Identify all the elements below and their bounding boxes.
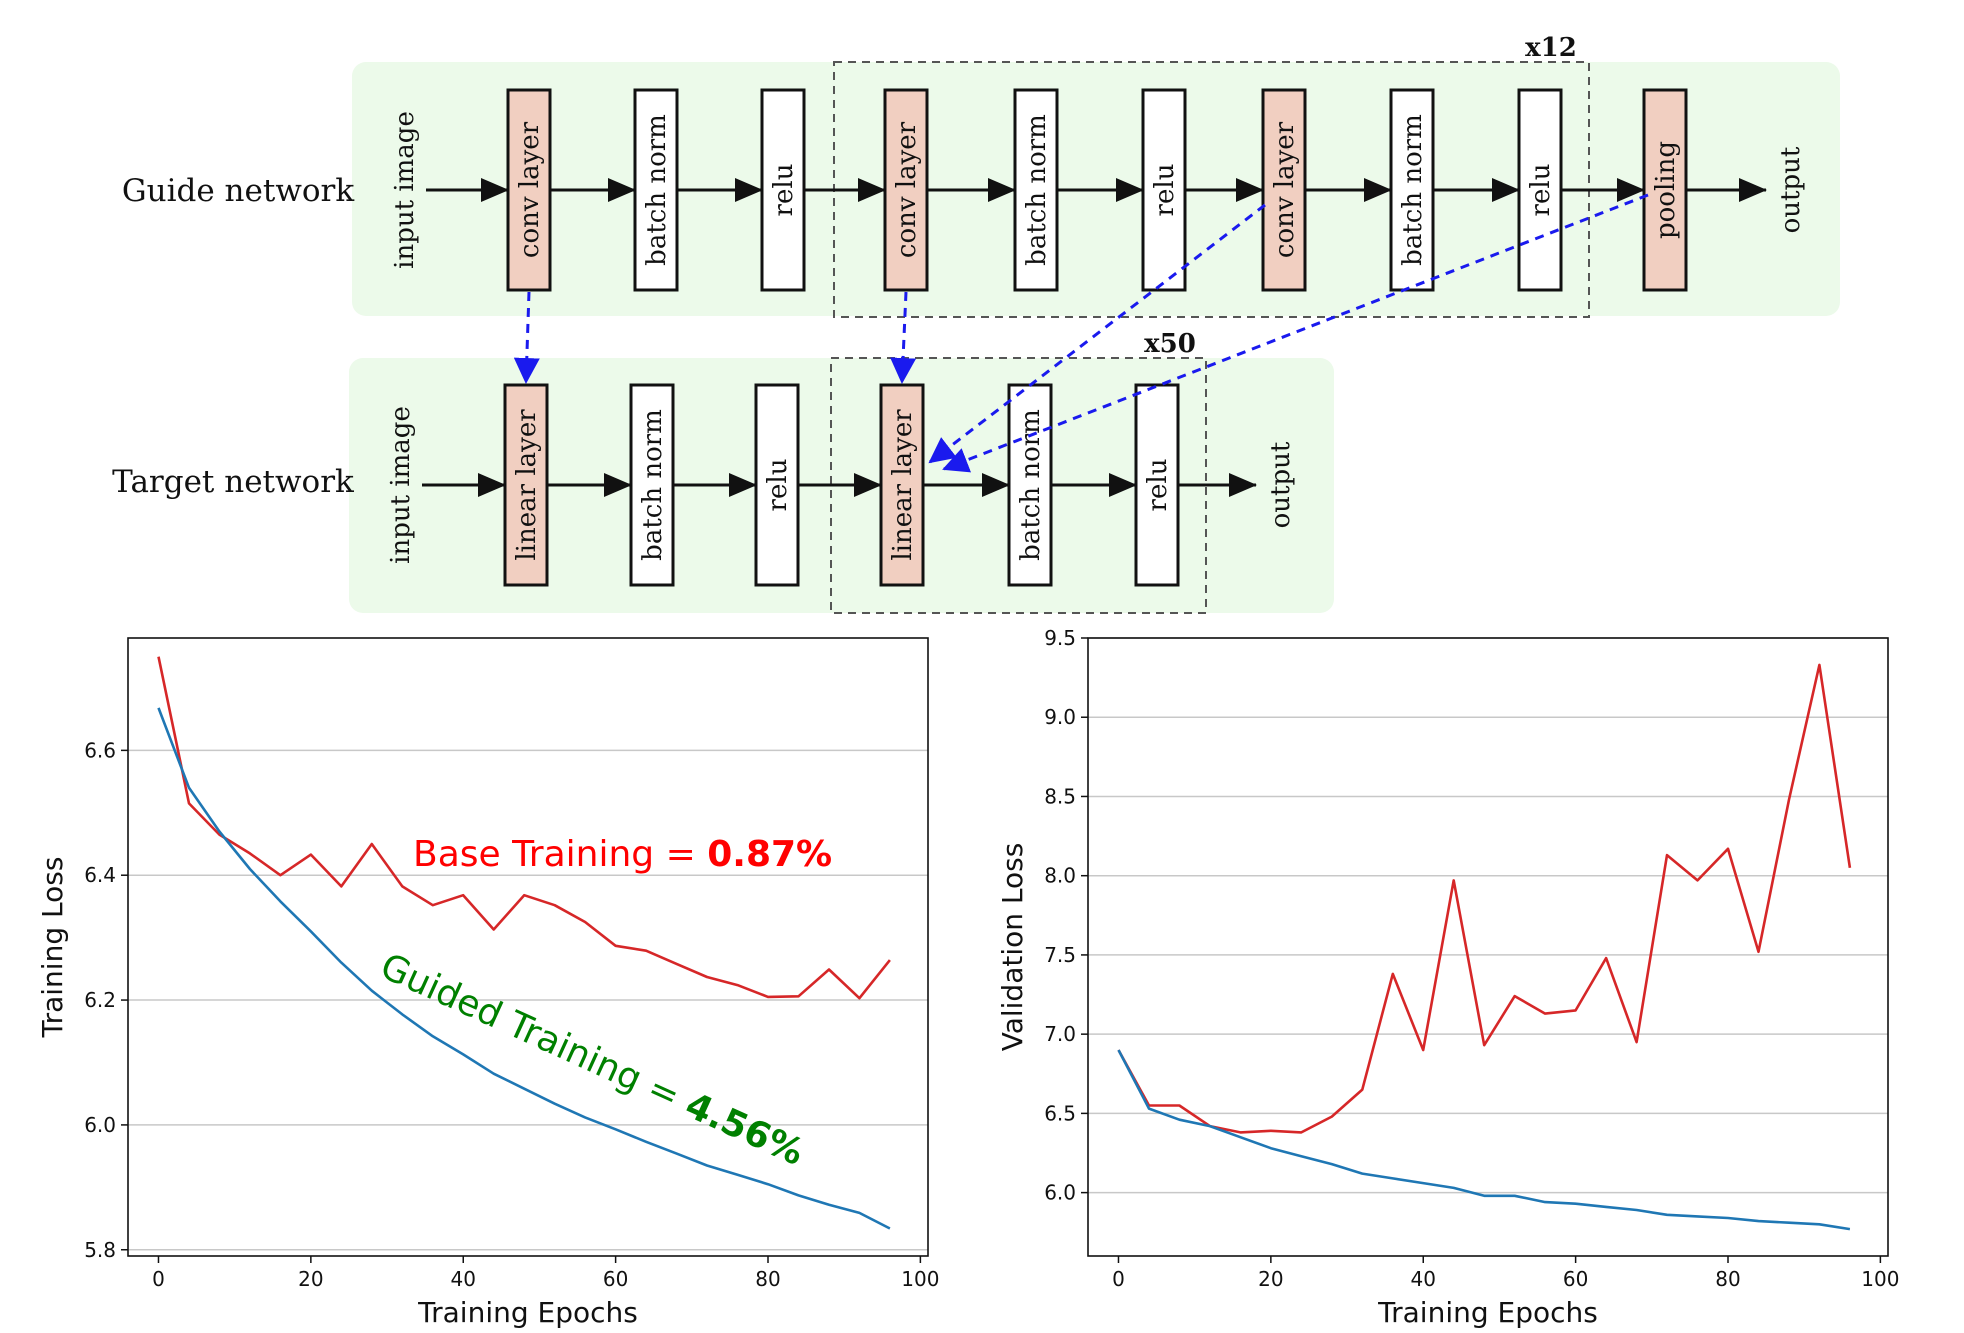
x-tick-label-2: 40 — [1411, 1267, 1436, 1291]
guide-node-label-8: batch norm — [1398, 114, 1428, 266]
x-tick-label-2: 40 — [451, 1267, 476, 1291]
guide-repeat-label: x12 — [1525, 33, 1577, 63]
base-training-line — [1117, 663, 1852, 1134]
target-node-label-2: batch norm — [638, 409, 668, 561]
x-tick-label-0: 0 — [152, 1267, 165, 1291]
guide-node-label-9: relu — [1526, 164, 1556, 217]
guide-node-label-10: pooling — [1651, 141, 1681, 239]
target-network-label: Target network — [112, 464, 354, 500]
guide-to-target-arrows — [513, 193, 1649, 473]
guided-training-line — [157, 707, 891, 1230]
target-node-3-relu — [754, 383, 800, 587]
target-repeat-label: x50 — [1144, 329, 1196, 359]
y-tick-label-6: 9.0 — [1044, 705, 1076, 729]
target-node-label-7: output — [1266, 441, 1296, 528]
guide-node-label-6: relu — [1150, 164, 1180, 217]
x-tick-label-1: 20 — [298, 1267, 323, 1291]
target-network-row: input image linear layer batch norm relu lin… — [386, 383, 1296, 587]
target-node-label-5: batch norm — [1016, 409, 1046, 561]
y-tick-label-3: 6.4 — [84, 863, 116, 887]
y-tick-label-7: 9.5 — [1044, 626, 1076, 650]
y-tick-label-4: 6.6 — [84, 738, 116, 762]
validation-loss-chart: 0 20 40 60 80 100 6.0 6.5 7.0 7.5 8.0 8.5 9.0 9.5 Trai… — [996, 626, 1899, 1329]
y-tick-label-4: 8.0 — [1044, 864, 1076, 888]
x-tick-label-0: 0 — [1112, 1267, 1125, 1291]
architecture-diagram: Guide network Target network x12 x50 inp… — [112, 33, 1840, 614]
y-tick-label-2: 6.2 — [84, 988, 116, 1012]
x-tick-label-4: 80 — [1715, 1267, 1740, 1291]
target-repeat-box — [830, 357, 1207, 614]
x-tick-label-4: 80 — [755, 1267, 780, 1291]
guide-node-label-0: input image — [390, 111, 420, 269]
guide-node-label-7: conv layer — [1270, 121, 1300, 258]
y-axis-label: Training Loss — [36, 857, 69, 1039]
target-node-label-4: linear layer — [888, 409, 918, 561]
y-tick-label-2: 7.0 — [1044, 1022, 1076, 1046]
target-node-1-linear-layer — [503, 383, 549, 587]
x-tick-label-1: 20 — [1258, 1267, 1283, 1291]
x-axis-label: Training Epochs — [1377, 1296, 1598, 1328]
y-tick-label-0: 5.8 — [84, 1238, 116, 1262]
guided-training-annotation: Guided Training = 4.56% — [374, 946, 810, 1174]
x-tick-label-3: 60 — [1563, 1267, 1588, 1291]
target-node-label-1: linear layer — [512, 409, 542, 561]
y-tick-label-3: 7.5 — [1044, 943, 1076, 967]
guided-training-line — [1117, 1049, 1851, 1231]
guide-network-row: input image conv layer batch norm relu conv … — [390, 88, 1806, 292]
guide-node-label-11: output — [1776, 146, 1806, 233]
guide-node-label-5: batch norm — [1022, 114, 1052, 266]
y-tick-label-1: 6.5 — [1044, 1101, 1076, 1125]
target-node-label-0: input image — [386, 406, 416, 564]
x-tick-label-5: 100 — [901, 1267, 939, 1291]
guide-network-label: Guide network — [122, 173, 354, 209]
guide-node-8-batch-norm — [1389, 88, 1435, 292]
x-tick-label-3: 60 — [603, 1267, 628, 1291]
plot-frame — [127, 637, 929, 1257]
guide-node-7-conv-layer — [1261, 88, 1307, 292]
training-loss-chart: 0 20 40 60 80 100 5.8 6.0 6.2 6.4 6.6 Training Epoc… — [36, 637, 939, 1329]
guide-node-label-3: relu — [769, 164, 799, 217]
y-tick-label-0: 6.0 — [1044, 1181, 1076, 1205]
x-axis-label: Training Epochs — [417, 1296, 638, 1328]
guide-to-target-arrow-3 — [942, 193, 1649, 473]
y-tick-label-5: 8.5 — [1044, 784, 1076, 808]
x-tick-label-5: 100 — [1861, 1267, 1899, 1291]
target-node-label-3: relu — [763, 459, 793, 512]
y-tick-label-1: 6.0 — [84, 1113, 116, 1137]
base-training-line — [157, 656, 891, 1000]
guide-to-target-arrow-2 — [928, 203, 1266, 464]
target-node-label-6: relu — [1143, 459, 1173, 512]
guide-node-label-4: conv layer — [892, 121, 922, 258]
guide-node-label-2: batch norm — [642, 114, 672, 266]
base-training-annotation: Base Training = 0.87% — [413, 834, 832, 875]
guide-node-label-1: conv layer — [515, 121, 545, 258]
guide-node-6-relu — [1141, 88, 1187, 292]
plot-frame — [1087, 637, 1889, 1257]
y-axis-label: Validation Loss — [996, 843, 1029, 1052]
guide-node-2-batch-norm — [633, 88, 679, 292]
